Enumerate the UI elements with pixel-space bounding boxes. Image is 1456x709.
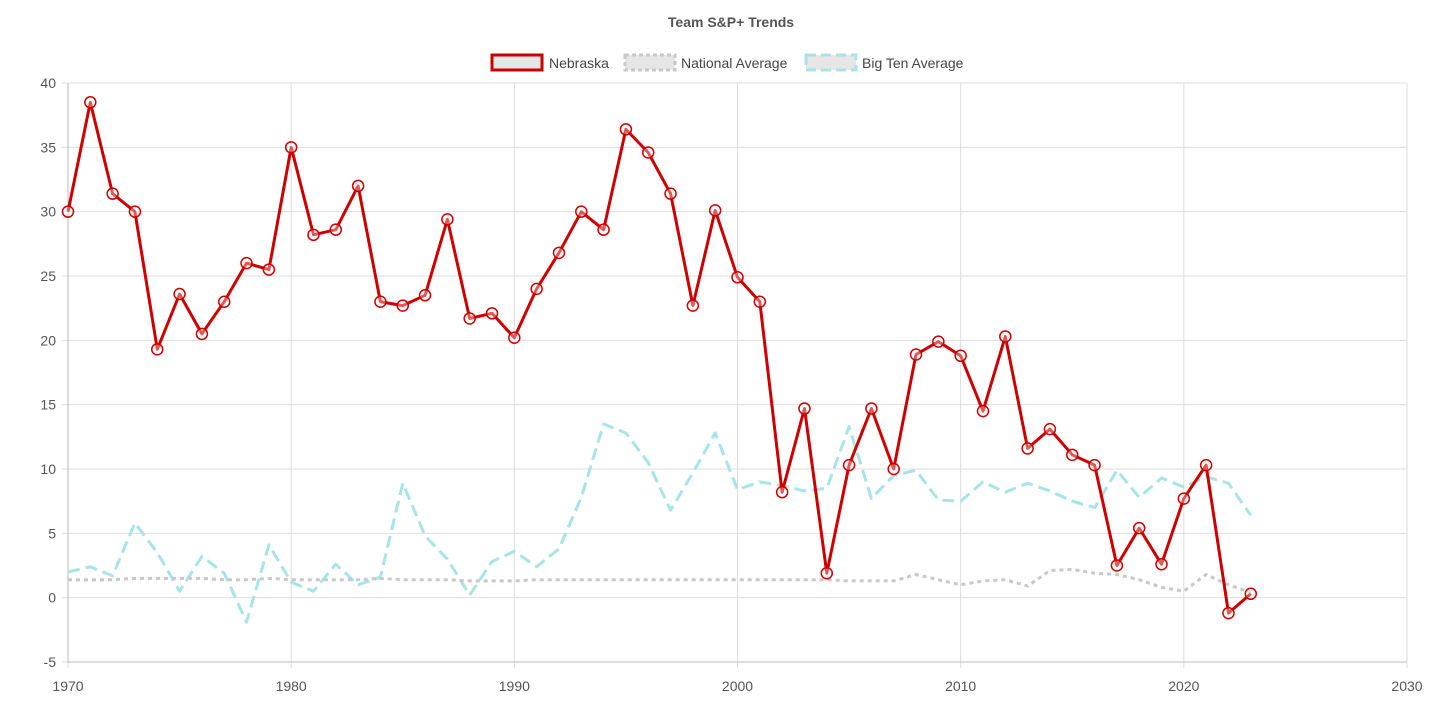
y-tick-label: 0 [48, 590, 56, 606]
legend-swatch [490, 53, 544, 72]
data-point[interactable] [708, 204, 722, 217]
data-point[interactable] [262, 263, 276, 276]
data-point[interactable] [597, 223, 610, 236]
y-tick-label: 40 [40, 75, 56, 91]
data-point[interactable] [909, 348, 923, 361]
x-tick-label: 2010 [945, 678, 976, 694]
data-point[interactable] [1088, 458, 1101, 472]
y-tick-label: -5 [44, 654, 57, 670]
data-point[interactable] [1155, 557, 1168, 571]
data-point[interactable] [1043, 422, 1057, 436]
data-point[interactable] [775, 485, 789, 499]
data-point[interactable] [664, 187, 677, 200]
x-tick-label: 1970 [52, 678, 83, 694]
data-point[interactable] [1066, 448, 1079, 462]
y-tick-label: 35 [40, 139, 56, 155]
data-point[interactable] [1177, 492, 1191, 505]
data-point[interactable] [686, 299, 700, 312]
x-tick-label: 2020 [1168, 678, 1199, 694]
y-tick-label: 30 [40, 204, 56, 220]
chart-title: Team S&P+ Trends [668, 14, 794, 30]
data-point[interactable] [1132, 521, 1146, 535]
data-point[interactable] [374, 295, 387, 308]
data-point[interactable] [1199, 458, 1213, 472]
data-point[interactable] [932, 335, 945, 348]
y-tick-label: 15 [40, 397, 56, 413]
series-line [68, 567, 1252, 594]
series-line [66, 100, 1252, 615]
data-point[interactable] [999, 330, 1012, 343]
legend-label: Big Ten Average [862, 55, 964, 71]
data-point[interactable] [240, 256, 253, 270]
data-point[interactable] [396, 299, 409, 312]
data-point[interactable] [530, 282, 543, 296]
legend: Nebraska National Average Big Ten Average [490, 53, 964, 72]
data-point[interactable] [307, 228, 320, 242]
data-point[interactable] [485, 307, 499, 320]
data-point[interactable] [61, 205, 75, 218]
grid [62, 82, 1408, 668]
data-point[interactable] [329, 223, 343, 236]
data-point[interactable] [106, 187, 119, 200]
legend-label: National Average [681, 55, 788, 71]
series-nebraska [61, 96, 1258, 620]
x-axis-ticks: 1970 1980 1990 2000 2010 2020 2030 [52, 678, 1422, 694]
y-tick-label: 25 [40, 268, 56, 284]
y-tick-label: 20 [40, 332, 56, 348]
data-point[interactable] [1021, 442, 1034, 455]
y-tick-label: 10 [40, 461, 56, 477]
data-point[interactable] [842, 458, 856, 472]
data-point[interactable] [619, 123, 633, 136]
legend-swatch [804, 53, 858, 72]
data-point[interactable] [1222, 606, 1235, 620]
data-point[interactable] [575, 205, 588, 218]
data-point[interactable] [441, 213, 454, 226]
series-national-average [68, 567, 1252, 594]
data-point[interactable] [463, 312, 476, 325]
data-point[interactable] [1110, 559, 1124, 572]
data-point[interactable] [128, 205, 142, 218]
data-point[interactable] [151, 343, 164, 356]
data-point[interactable] [753, 295, 767, 308]
data-point[interactable] [195, 327, 209, 341]
data-point[interactable] [418, 289, 432, 302]
x-tick-label: 1980 [276, 678, 307, 694]
data-point[interactable] [552, 246, 566, 260]
legend-item[interactable]: National Average [623, 53, 788, 72]
data-point[interactable] [976, 404, 990, 418]
legend-label: Nebraska [549, 55, 609, 71]
series-layer [61, 96, 1258, 624]
data-point[interactable] [508, 331, 521, 345]
data-point[interactable] [84, 96, 97, 109]
data-point[interactable] [641, 146, 655, 159]
legend-swatch [623, 53, 677, 72]
data-point[interactable] [351, 179, 365, 193]
y-tick-label: 5 [48, 525, 56, 541]
x-tick-label: 2030 [1391, 678, 1422, 694]
y-axis-ticks: -5 0 5 10 15 20 25 30 35 40 [40, 75, 56, 670]
data-point[interactable] [217, 295, 231, 308]
data-point[interactable] [887, 462, 900, 476]
data-point[interactable] [284, 141, 298, 154]
data-point[interactable] [798, 402, 811, 415]
legend-item[interactable]: Big Ten Average [804, 53, 964, 72]
data-point[interactable] [865, 402, 878, 415]
legend-item[interactable]: Nebraska [490, 53, 609, 72]
data-point[interactable] [954, 349, 967, 363]
x-tick-label: 2000 [722, 678, 753, 694]
data-point[interactable] [731, 271, 744, 284]
data-point[interactable] [1244, 587, 1258, 601]
x-tick-label: 1990 [499, 678, 530, 694]
data-point[interactable] [173, 287, 186, 301]
data-point[interactable] [820, 566, 834, 580]
